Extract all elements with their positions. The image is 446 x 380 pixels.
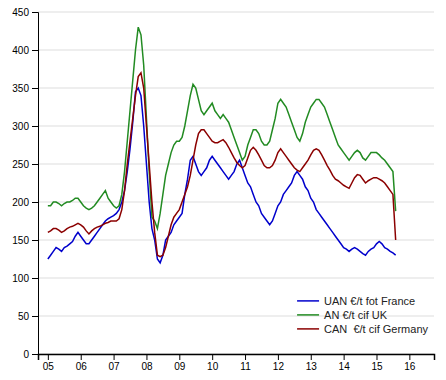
x-tick-mark [179,354,180,360]
x-tick-mark [311,354,312,360]
y-tick-mark [32,88,38,89]
y-tick-mark [32,12,38,13]
legend-label: UAN €/t fot France [324,295,415,307]
grid-line [38,50,434,51]
y-tick-label: 350 [12,83,29,94]
x-tick-mark [81,354,82,360]
y-tick: 0 [23,349,38,360]
y-tick-mark [32,202,38,203]
y-tick-label: 300 [12,121,29,132]
x-tick-mark [245,354,246,360]
x-tick-label: 15 [371,361,383,372]
legend-swatch [297,328,319,330]
grid [38,12,434,354]
y-tick-mark [32,50,38,51]
x-tick-label: 16 [404,361,416,372]
grid-line [38,278,434,279]
legend-item: AN €/t cif UK [297,309,388,321]
legend: UAN €/t fot France AN €/t cif UK CAN €/t c… [297,295,428,335]
y-tick-label: 0 [23,349,29,360]
x-tick-label: 12 [273,361,285,372]
x-tick-mark [114,354,115,360]
x-tick-label: 11 [240,361,251,372]
y-tick-mark [32,316,38,317]
y-tick-label: 150 [12,235,29,246]
x-tick: 13 [306,354,318,372]
x-tick-mark [344,354,345,360]
y-tick-label: 200 [12,197,29,208]
y-tick: 450 [12,7,38,18]
y-tick-label: 100 [12,273,29,284]
x-tick-label: 14 [339,361,351,372]
x-tick-label: 07 [109,361,121,372]
y-tick-mark [32,126,38,127]
y-tick-mark [32,278,38,279]
y-tick: 250 [12,159,38,170]
legend-item: UAN €/t fot France [297,295,415,307]
x-tick: 10 [207,354,219,372]
y-axis: 0 50 100 150 200 250 300 350 400 450 [12,7,38,360]
legend-item: CAN €/t cif Germany [297,323,428,335]
x-tick-label: 06 [76,361,88,372]
y-axis-line [32,13,39,355]
y-tick-mark [32,240,38,241]
y-tick-mark [32,354,38,355]
y-tick-label: 400 [12,45,29,56]
legend-swatch [297,314,319,316]
chart: 0 50 100 150 200 250 300 350 400 450 05 06 07 08 09 10 1… [0,0,446,380]
y-tick: 350 [12,83,38,94]
x-tick-mark [212,354,213,360]
grid-line [38,240,434,241]
y-tick-label: 250 [12,159,29,170]
y-tick-label: 50 [18,311,30,322]
grid-line [38,126,434,127]
x-tick-label: 05 [43,361,55,372]
x-tick-label: 08 [141,361,153,372]
x-tick: 12 [273,354,285,372]
y-tick-mark [32,164,38,165]
x-tick-label: 10 [207,361,219,372]
y-tick: 300 [12,121,38,132]
x-tick-label: 09 [174,361,186,372]
y-tick: 400 [12,45,38,56]
x-axis-line [39,355,435,361]
x-tick-mark [376,354,377,360]
y-tick-label: 450 [12,7,29,18]
y-tick: 150 [12,235,38,246]
x-tick: 15 [371,354,383,372]
x-tick-mark [146,354,147,360]
x-tick-mark [409,354,410,360]
x-tick: 16 [404,354,416,372]
y-tick: 50 [18,311,38,322]
series-line [48,88,396,263]
x-tick: 09 [174,354,186,372]
x-tick: 05 [43,354,55,372]
grid-line [38,88,434,89]
grid-line [38,12,434,13]
x-tick: 06 [76,354,88,372]
x-tick: 08 [141,354,153,372]
x-tick-label: 13 [306,361,318,372]
series-line [48,27,396,228]
x-tick: 11 [240,354,251,372]
x-tick-mark [278,354,279,360]
plot-area [48,27,396,263]
x-tick: 14 [339,354,351,372]
legend-label: CAN €/t cif Germany [324,323,428,335]
y-tick: 200 [12,197,38,208]
x-tick: 07 [109,354,121,372]
series-line [48,73,396,257]
legend-swatch [297,300,319,302]
y-tick: 100 [12,273,38,284]
x-axis: 05 06 07 08 09 10 11 12 13 14 15 16 [39,354,435,372]
legend-label: AN €/t cif UK [324,309,388,321]
x-tick-mark [48,354,49,360]
